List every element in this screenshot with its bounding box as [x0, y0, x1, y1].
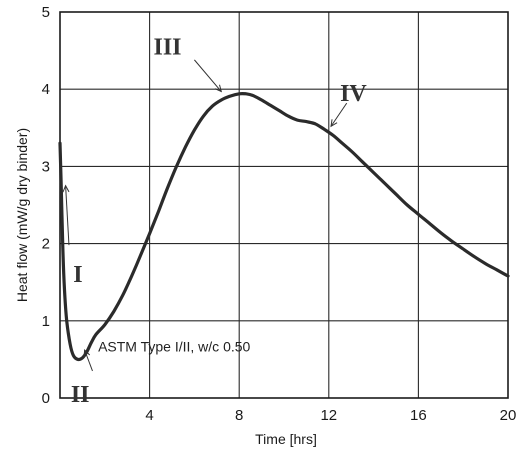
x-tick-label: 4 [145, 407, 153, 424]
grid-lines [60, 12, 508, 398]
y-axis-label: Heat flow (mW/g dry binder) [14, 128, 30, 302]
stage-label: I [73, 262, 82, 288]
y-tick-label: 2 [42, 236, 50, 253]
y-tick-label: 3 [42, 158, 50, 175]
x-tick-labels: 4 8 12 16 20 [145, 407, 516, 424]
heat-flow-curve [58, 91, 510, 362]
stage-label: IV [340, 81, 367, 107]
arrow-head [214, 84, 223, 93]
arrow-head [83, 349, 91, 358]
stage-label: II [71, 382, 90, 408]
x-axis-label: Time [hrs] [255, 431, 317, 447]
x-tick-label: 20 [500, 407, 517, 424]
x-tick-label: 16 [410, 407, 427, 424]
stage-label: III [154, 34, 182, 60]
annotation-arrows [62, 59, 348, 372]
plot-frame [59, 11, 509, 399]
y-tick-label: 4 [42, 81, 50, 98]
y-tick-label: 1 [42, 313, 50, 330]
annotation-arrow [194, 59, 222, 92]
annotation-arrow [330, 102, 348, 127]
y-tick-labels: 0 1 2 3 4 5 [42, 4, 50, 407]
annotation-arrow [84, 349, 93, 372]
annotation-arrow [65, 185, 70, 246]
annotation-text: ASTM Type I/II, w/c 0.50 [98, 339, 250, 355]
x-tick-label: 8 [235, 407, 243, 424]
y-tick-label: 5 [42, 4, 50, 21]
arrow-head [330, 119, 338, 128]
arrow-head [62, 184, 70, 193]
x-tick-label: 12 [320, 407, 337, 424]
y-tick-label: 0 [42, 390, 50, 407]
